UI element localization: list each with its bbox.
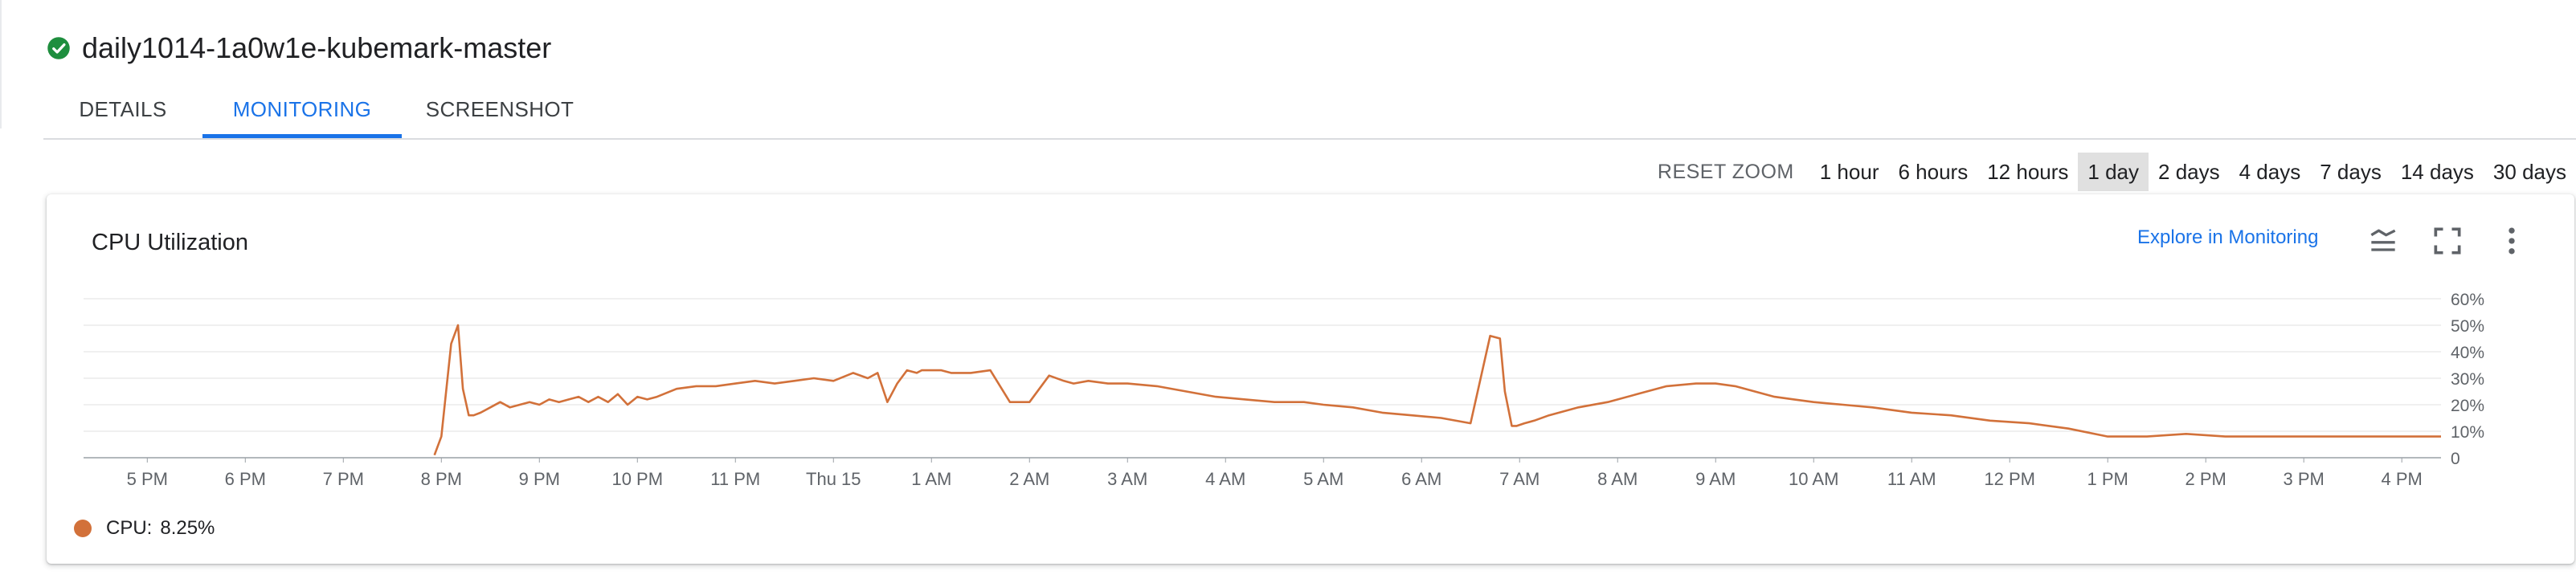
instance-header: daily1014-1a0w1e-kubemark-master xyxy=(47,31,551,66)
range-1-day[interactable]: 1 day xyxy=(2078,153,2149,191)
legend-value: 8.25% xyxy=(160,517,215,539)
range-7-days[interactable]: 7 days xyxy=(2320,160,2382,184)
cpu-line-chart[interactable]: 60% 50% 40% 30% 20% 10% 0 5 PM 6 PM 7 PM 8 PM 9 PM 1… xyxy=(47,194,2574,516)
x-tick-label: 11 PM xyxy=(710,469,760,489)
reset-zoom-button[interactable]: RESET ZOOM xyxy=(1657,160,1794,183)
x-tick-label: 9 PM xyxy=(519,469,560,489)
fullscreen-icon[interactable] xyxy=(2430,223,2465,259)
check-circle-icon xyxy=(47,36,71,60)
x-tick-label: 4 PM xyxy=(2382,469,2423,489)
x-tick-label: 12 PM xyxy=(1984,469,2035,489)
series-line-cpu xyxy=(433,324,2441,456)
range-30-days[interactable]: 30 days xyxy=(2492,160,2566,184)
x-tick-label: 2 AM xyxy=(1009,469,1049,489)
y-tick-label: 40% xyxy=(2451,344,2484,362)
y-tick-label: 60% xyxy=(2451,291,2484,309)
x-tick-label: 6 PM xyxy=(225,469,266,489)
range-14-days[interactable]: 14 days xyxy=(2400,160,2474,184)
y-tick-label: 30% xyxy=(2451,370,2484,389)
tab-monitoring[interactable]: MONITORING xyxy=(202,88,402,138)
x-tick-label: 1 PM xyxy=(2087,469,2128,489)
y-tick-label: 10% xyxy=(2451,423,2484,442)
x-tick-label: 5 AM xyxy=(1303,469,1343,489)
legend-toggle-icon[interactable] xyxy=(2365,223,2401,259)
x-tick-label: 8 AM xyxy=(1597,469,1638,489)
left-panel-edge xyxy=(0,0,2,128)
range-1-hour[interactable]: 1 hour xyxy=(1819,160,1879,184)
x-tick-label: 2 PM xyxy=(2186,469,2226,489)
y-tick-label: 50% xyxy=(2451,317,2484,336)
x-tick-label: 1 AM xyxy=(911,469,951,489)
chart-legend: CPU: 8.25% xyxy=(74,517,215,540)
more-vert-icon[interactable] xyxy=(2494,223,2529,259)
range-6-hours[interactable]: 6 hours xyxy=(1898,160,1969,184)
x-tick-label: 4 AM xyxy=(1205,469,1245,489)
x-tick-label: 10 PM xyxy=(611,469,663,489)
x-tick-label: 9 AM xyxy=(1695,469,1736,489)
chart-title: CPU Utilization xyxy=(92,230,248,255)
range-12-hours[interactable]: 12 hours xyxy=(1987,160,2069,184)
x-tick-label: 6 AM xyxy=(1401,469,1441,489)
legend-color-swatch xyxy=(74,520,92,537)
x-tick-label: 5 PM xyxy=(127,469,168,489)
y-tick-label: 0 xyxy=(2451,450,2460,468)
x-tick-label: 7 PM xyxy=(323,469,364,489)
x-tick-label: 3 AM xyxy=(1107,469,1147,489)
range-2-days[interactable]: 2 days xyxy=(2158,160,2220,184)
x-tick-label: 11 AM xyxy=(1887,469,1936,489)
x-tick-label: 10 AM xyxy=(1789,469,1838,489)
page-title: daily1014-1a0w1e-kubemark-master xyxy=(82,31,552,64)
tab-screenshot[interactable]: SCREENSHOT xyxy=(425,97,574,121)
x-tick-label: 3 PM xyxy=(2284,469,2325,489)
x-tick-label: 8 PM xyxy=(421,469,462,489)
legend-label: CPU: xyxy=(106,517,153,539)
range-4-days[interactable]: 4 days xyxy=(2239,160,2301,184)
explore-in-monitoring-link[interactable]: Explore in Monitoring xyxy=(2137,226,2319,248)
x-tick-label: Thu 15 xyxy=(806,469,861,489)
time-range-selector: RESET ZOOM 1 hour 6 hours 12 hours 1 day… xyxy=(1642,153,2576,191)
x-tick-label: 7 AM xyxy=(1499,469,1539,489)
tab-bar: DETAILS MONITORING SCREENSHOT xyxy=(43,88,2576,140)
y-tick-label: 20% xyxy=(2451,397,2484,415)
cpu-utilization-card: CPU Utilization Explore in Monitoring 60… xyxy=(47,194,2574,564)
tab-details[interactable]: DETAILS xyxy=(79,97,167,121)
